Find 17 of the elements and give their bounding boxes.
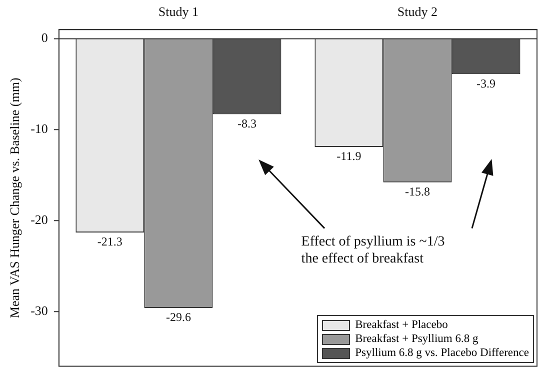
annotation: Effect of psyllium is ~1/3 the effect of breakfast xyxy=(301,234,445,267)
data-label: -3.9 xyxy=(476,76,496,90)
data-label: -29.6 xyxy=(166,310,191,324)
legend-label: Breakfast + Placebo xyxy=(355,318,448,332)
data-label: -21.3 xyxy=(97,234,122,249)
x-tick-label: Study 2 xyxy=(397,4,438,20)
y-tick-label: -20 xyxy=(30,212,48,228)
y-tick-label: -10 xyxy=(30,121,48,136)
data-label: -11.9 xyxy=(336,149,362,164)
legend-label: Psyllium 6.8 g vs. Placebo Difference xyxy=(355,346,529,360)
data-label: -15.8 xyxy=(404,184,430,199)
x-tick-label: Study 1 xyxy=(158,4,198,20)
legend-label: Breakfast + Psyllium 6.8 g xyxy=(355,332,478,346)
y-axis-title: Mean VAS Hunger Change vs. Baseline (mm) xyxy=(7,78,22,318)
y-tick-label: 0 xyxy=(41,30,48,46)
y-tick-label: -30 xyxy=(30,303,48,318)
data-label: -8.3 xyxy=(237,116,256,130)
